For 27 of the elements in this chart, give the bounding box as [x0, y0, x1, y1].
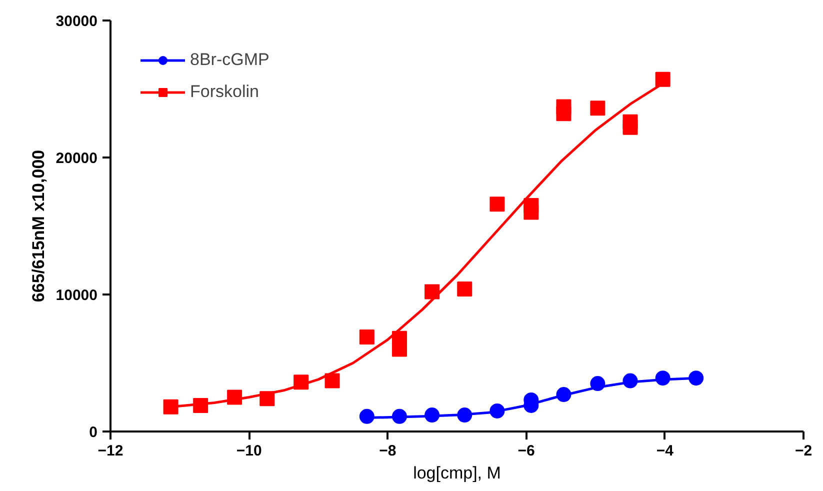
- point: [622, 120, 638, 135]
- y-tick-label: 0: [89, 424, 98, 441]
- point: [590, 100, 606, 116]
- point: [359, 408, 374, 424]
- x-axis-title: log[cmp], M: [413, 464, 501, 482]
- point: [655, 72, 670, 87]
- x-tick-label: −8: [379, 442, 396, 460]
- x-tick-label: −12: [98, 442, 124, 460]
- point: [457, 282, 472, 297]
- x-tick-label: −6: [518, 442, 535, 460]
- x-tick-label: −2: [794, 442, 812, 460]
- point: [490, 196, 505, 212]
- y-tick-label: 30000: [56, 13, 98, 30]
- point: [688, 370, 704, 386]
- legend-label: Forskolin: [190, 82, 259, 102]
- x-tick-label: −4: [656, 442, 674, 460]
- y-axis-title: 665/615nM x10,000: [28, 150, 48, 302]
- point: [324, 373, 340, 388]
- point: [359, 329, 374, 344]
- point: [524, 204, 539, 220]
- point: [556, 106, 572, 122]
- y-tick-label: 10000: [56, 287, 98, 304]
- legend-label: 8Br-cGMP: [190, 50, 270, 70]
- point: [163, 399, 178, 414]
- point: [392, 342, 407, 357]
- x-tick-label: −10: [236, 442, 262, 460]
- y-tick-label: 20000: [56, 150, 98, 167]
